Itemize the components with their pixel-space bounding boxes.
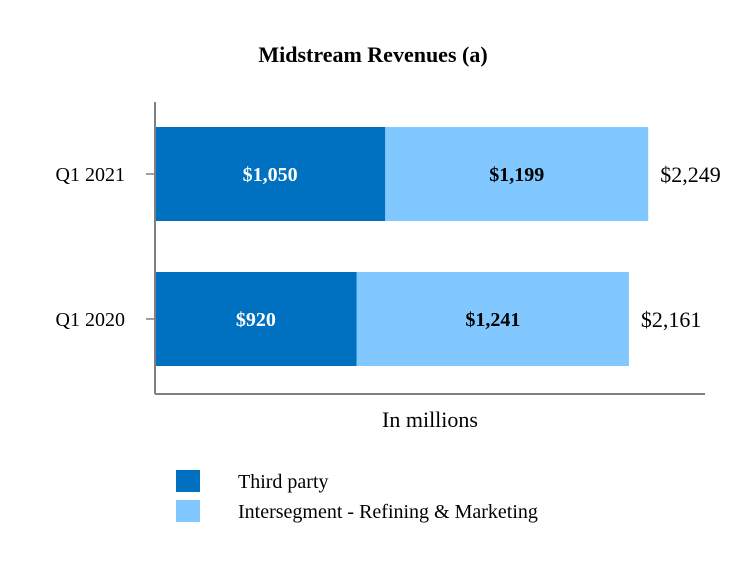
y-tick-label: Q1 2021 xyxy=(56,164,125,186)
legend-swatch xyxy=(176,500,200,522)
total-label: $2,249 xyxy=(660,162,721,187)
data-label: $1,199 xyxy=(489,164,544,186)
legend-swatch xyxy=(176,470,200,492)
data-label: $1,050 xyxy=(243,164,298,186)
data-label: $920 xyxy=(236,309,276,331)
bar-segment xyxy=(356,272,629,366)
legend-label: Intersegment - Refining & Marketing xyxy=(238,501,538,523)
y-tick-label: Q1 2020 xyxy=(56,309,125,331)
bar-segment xyxy=(385,127,649,221)
bar-segment xyxy=(155,127,386,221)
total-label: $2,161 xyxy=(641,307,702,332)
bars-group xyxy=(155,127,649,366)
data-label: $1,241 xyxy=(465,309,520,331)
bar-segment xyxy=(155,272,357,366)
legend: Third party Intersegment - Refining & Mar… xyxy=(176,470,538,523)
chart-title: Midstream Revenues (a) xyxy=(258,42,487,67)
x-axis-label: In millions xyxy=(382,407,478,432)
labels-group: Q1 2021 $1,050 $1,199 $2,249 Q1 2020 $920 $1,2… xyxy=(56,162,721,332)
legend-label: Third party xyxy=(238,471,329,493)
